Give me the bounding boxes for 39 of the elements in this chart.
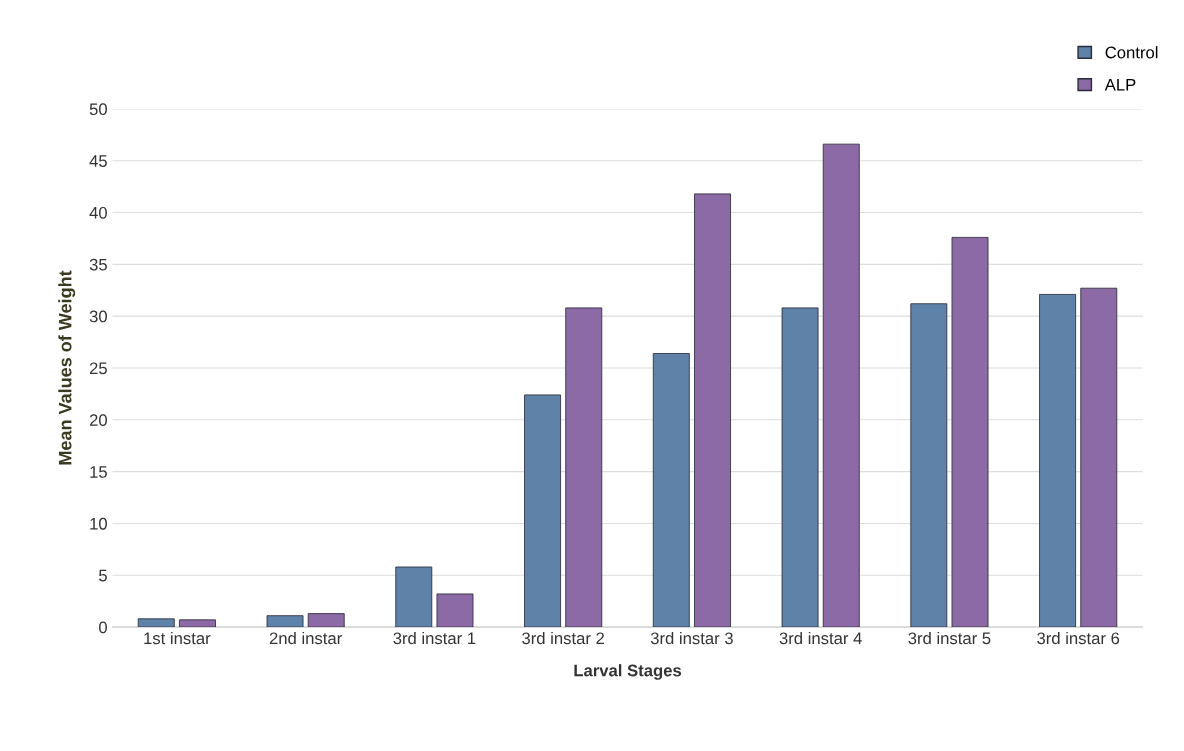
x-tick-label: 3rd instar 4 bbox=[779, 631, 862, 645]
y-axis-title: Mean Values of Weight bbox=[58, 270, 76, 465]
legend-label: ALP bbox=[1104, 78, 1136, 91]
bar bbox=[565, 307, 603, 628]
y-tick-label: 45 bbox=[89, 155, 107, 167]
y-tick-label: 30 bbox=[89, 310, 107, 323]
bar bbox=[910, 303, 948, 628]
y-tick-label: 40 bbox=[89, 206, 107, 219]
y-tick-label: 20 bbox=[89, 414, 107, 427]
x-tick-label: 2nd instar bbox=[269, 631, 342, 645]
bar bbox=[179, 619, 216, 628]
x-tick-label: 3rd instar 6 bbox=[1037, 631, 1120, 645]
bar bbox=[1039, 293, 1077, 628]
x-tick-label: 3rd instar 3 bbox=[650, 631, 733, 645]
x-tick-label: 3rd instar 1 bbox=[393, 631, 476, 645]
y-tick-label: 35 bbox=[89, 258, 107, 271]
y-tick-label: 15 bbox=[90, 466, 107, 478]
bar bbox=[524, 394, 561, 628]
bar bbox=[694, 193, 731, 628]
bar bbox=[307, 613, 345, 628]
y-tick-label: 50 bbox=[89, 103, 107, 116]
bar bbox=[137, 618, 175, 628]
x-tick-label: 3rd instar 2 bbox=[522, 631, 604, 645]
y-tick-label: 5 bbox=[99, 569, 107, 582]
bar bbox=[652, 353, 690, 628]
x-tick-label: 1st instar bbox=[144, 631, 211, 645]
y-tick-label: 25 bbox=[89, 362, 107, 375]
bar bbox=[395, 566, 433, 628]
bar bbox=[781, 307, 819, 628]
bar bbox=[951, 236, 989, 628]
bar bbox=[266, 615, 304, 628]
bar bbox=[822, 143, 860, 628]
bar bbox=[436, 593, 474, 628]
x-axis-title: Larval Stages bbox=[574, 664, 682, 680]
bar bbox=[1080, 287, 1118, 628]
y-tick-label: 10 bbox=[90, 517, 107, 530]
y-tick-label: 0 bbox=[99, 621, 107, 634]
x-tick-label: 3rd instar 5 bbox=[908, 631, 991, 645]
legend-label: Control bbox=[1105, 46, 1158, 59]
